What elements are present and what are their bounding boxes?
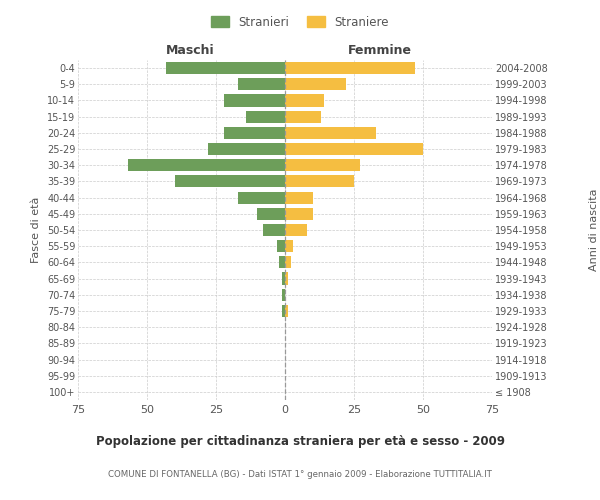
Bar	[285, 143, 423, 155]
Bar	[280, 256, 285, 268]
Bar	[208, 143, 285, 155]
Bar	[175, 176, 285, 188]
Bar	[285, 94, 323, 106]
Bar	[166, 62, 285, 74]
Bar	[285, 240, 293, 252]
Bar	[285, 224, 307, 236]
Bar	[282, 288, 285, 301]
Bar	[238, 78, 285, 90]
Bar	[247, 110, 285, 122]
Text: COMUNE DI FONTANELLA (BG) - Dati ISTAT 1° gennaio 2009 - Elaborazione TUTTITALIA: COMUNE DI FONTANELLA (BG) - Dati ISTAT 1…	[108, 470, 492, 479]
Bar	[282, 305, 285, 317]
Bar	[285, 256, 290, 268]
Bar	[282, 272, 285, 284]
Bar	[285, 159, 359, 172]
Bar	[128, 159, 285, 172]
Bar	[285, 208, 313, 220]
Bar	[285, 272, 288, 284]
Bar	[224, 127, 285, 139]
Bar	[285, 305, 288, 317]
Bar	[285, 127, 376, 139]
Bar	[285, 176, 354, 188]
Bar	[277, 240, 285, 252]
Bar	[285, 78, 346, 90]
Bar	[285, 62, 415, 74]
Legend: Stranieri, Straniere: Stranieri, Straniere	[206, 11, 394, 34]
Bar	[285, 110, 321, 122]
Bar	[238, 192, 285, 203]
Bar	[257, 208, 285, 220]
Y-axis label: Fasce di età: Fasce di età	[31, 197, 41, 263]
Y-axis label: Anni di nascita: Anni di nascita	[589, 188, 599, 271]
Bar	[285, 192, 313, 203]
Bar	[224, 94, 285, 106]
Text: Popolazione per cittadinanza straniera per età e sesso - 2009: Popolazione per cittadinanza straniera p…	[95, 435, 505, 448]
Text: Maschi: Maschi	[166, 44, 214, 57]
Text: Femmine: Femmine	[348, 44, 412, 57]
Bar	[263, 224, 285, 236]
